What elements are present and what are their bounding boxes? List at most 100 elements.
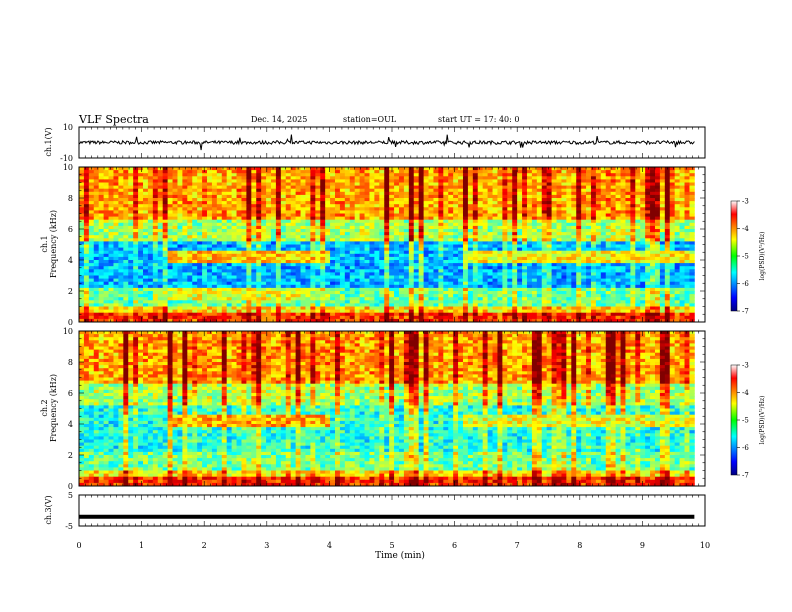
spectrogram-cell	[448, 253, 454, 258]
spectrogram-cell	[152, 182, 159, 186]
spectrogram-cell	[487, 222, 493, 227]
spectrogram-cell	[389, 263, 395, 267]
spectrogram-cell	[507, 225, 513, 230]
spectrogram-cell	[344, 238, 351, 242]
spectrogram-cell	[364, 179, 370, 183]
spectrogram-cell	[467, 201, 474, 205]
spectrogram-cell	[334, 219, 341, 224]
spectrogram-cell	[576, 201, 582, 205]
spectrogram-cell	[551, 275, 557, 279]
spectrogram-cell	[133, 182, 139, 186]
spectrogram-cell	[285, 204, 292, 208]
spectrogram-cell	[398, 253, 405, 258]
spectrogram-cell	[374, 176, 380, 180]
spectrogram-cell	[531, 235, 538, 239]
spectrogram-cell	[531, 201, 538, 205]
spectrogram-cell	[497, 204, 503, 208]
spectrogram-cell	[162, 176, 169, 180]
spectrogram-cell	[251, 281, 257, 286]
spectrogram-cell	[251, 194, 257, 199]
spectrogram-cell	[133, 247, 139, 252]
spectrogram-cell	[689, 222, 695, 227]
spectrogram-cell	[418, 266, 424, 270]
spectrogram-cell	[330, 260, 336, 264]
spectrogram-cell	[349, 204, 356, 208]
spectrogram-cell	[162, 167, 169, 171]
spectrogram-cell	[448, 232, 454, 236]
spectrogram-cell	[98, 278, 105, 283]
spectrogram-cell	[512, 260, 518, 264]
spectrogram-cell	[197, 201, 203, 205]
spectrogram-cell	[448, 281, 454, 286]
spectrogram-cell	[654, 247, 661, 252]
spectrogram-cell	[428, 247, 434, 252]
spectrogram-cell	[472, 213, 479, 217]
spectrogram-cell	[202, 241, 208, 245]
spectrogram-cell	[472, 266, 479, 270]
spectrogram-cell	[413, 244, 420, 248]
spectrogram-cell	[270, 188, 277, 193]
spectrogram-cell	[354, 272, 360, 276]
spectrogram-cell	[581, 222, 587, 227]
spectrogram-cell	[197, 210, 203, 214]
spectrogram-cell	[576, 210, 582, 214]
spectrogram-cell	[118, 182, 124, 186]
spectrogram-cell	[477, 281, 484, 286]
spectrogram-cell	[221, 219, 228, 224]
spectrogram-cell	[428, 219, 434, 224]
spectrogram-cell	[576, 207, 582, 211]
spectrogram-cell	[300, 263, 306, 267]
spectrogram-cell	[261, 244, 267, 248]
spectrogram-cell	[98, 176, 105, 180]
spectrogram-cell	[344, 198, 351, 202]
spectrogram-cell	[566, 207, 572, 211]
spectrogram-cell	[492, 216, 498, 221]
spectrogram-cell	[280, 225, 287, 230]
spectrogram-cell	[93, 284, 100, 289]
spectrogram-cell	[635, 250, 641, 255]
spectrogram-cell	[285, 216, 292, 221]
spectrogram-cell	[536, 225, 543, 230]
spectrogram-cell	[285, 229, 292, 233]
spectrogram-cell	[384, 232, 390, 236]
spectrogram-cell	[635, 266, 641, 270]
spectrogram-cell	[123, 272, 129, 276]
spectrogram-cell	[344, 201, 351, 205]
spectrogram-cell	[576, 188, 582, 193]
spectrogram-cell	[502, 198, 508, 202]
spectrogram-cell	[256, 176, 262, 180]
spectrogram-cell	[143, 229, 149, 233]
spectrogram-cell	[295, 266, 301, 270]
spectrogram-cell	[448, 229, 454, 233]
spectrogram-cell	[497, 194, 503, 199]
spectrogram-cell	[192, 210, 198, 214]
spectrogram-cell	[172, 210, 178, 214]
spectrogram-cell	[423, 238, 429, 242]
spectrogram-cell	[256, 250, 262, 255]
spectrogram-cell	[221, 284, 228, 289]
spectrogram-cell	[266, 235, 272, 239]
spectrogram-cell	[453, 275, 459, 279]
spectrogram-cell	[556, 241, 562, 245]
spectrogram-cell	[83, 260, 90, 264]
spectrogram-cell	[526, 173, 533, 177]
spectrogram-cell	[231, 222, 237, 227]
spectrogram-cell	[315, 170, 321, 174]
spectrogram-cell	[118, 263, 124, 267]
spectrogram-cell	[389, 191, 395, 196]
spectrogram-cell	[556, 207, 562, 211]
spectrogram-cell	[418, 244, 424, 248]
spectrogram-cell	[566, 253, 572, 258]
spectrogram-cell	[418, 170, 424, 174]
spectrogram-cell	[231, 176, 237, 180]
spectrogram-cell	[541, 225, 548, 230]
spectrogram-cell	[413, 250, 420, 255]
spectrogram-cell	[448, 263, 454, 267]
spectrogram-cell	[561, 204, 567, 208]
spectrogram-cell	[290, 191, 296, 196]
spectrogram-cell	[280, 194, 287, 199]
spectrogram-cell	[182, 204, 188, 208]
spectrogram-cell	[561, 207, 567, 211]
spectrogram-cell	[211, 235, 218, 239]
spectrogram-cell	[615, 232, 621, 236]
